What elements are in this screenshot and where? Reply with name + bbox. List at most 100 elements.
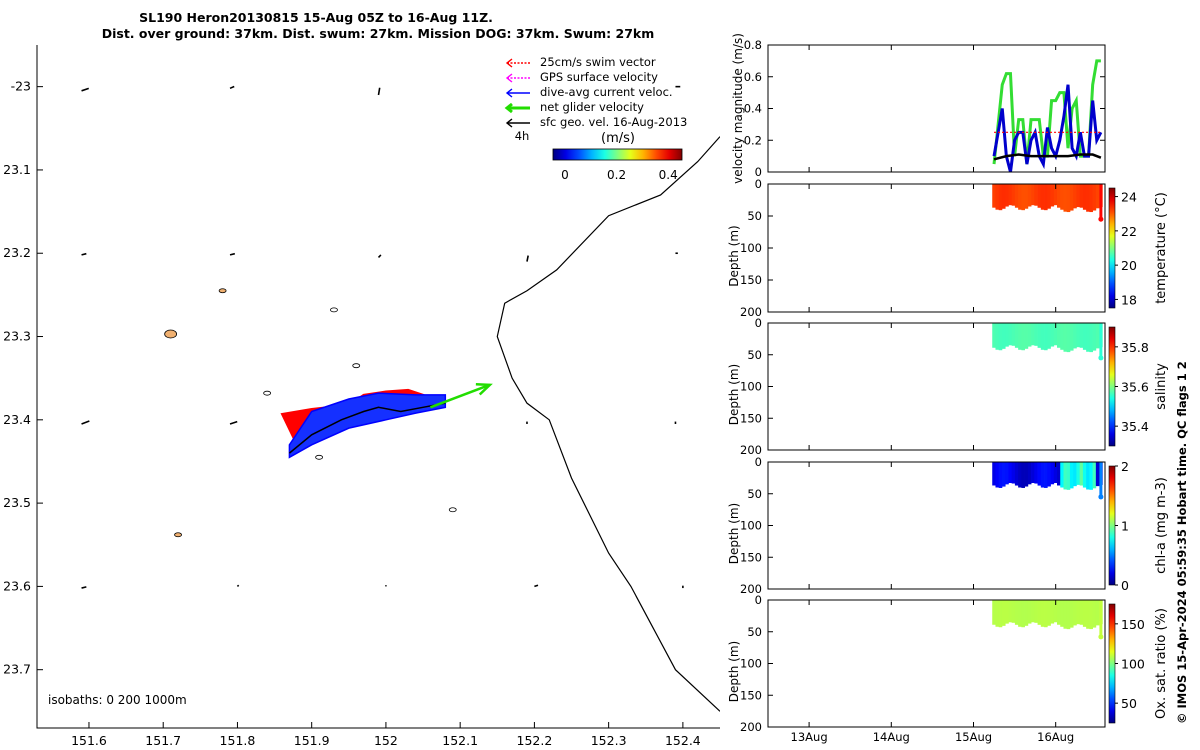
isobaths-label: isobaths: 0 200 1000m [48, 693, 187, 707]
salinity-colorbar [1108, 326, 1116, 447]
chl-a-colorbar-tick-label: 0 [1121, 578, 1129, 593]
oxygen-profile-column [1024, 600, 1029, 626]
reef-island [174, 532, 182, 538]
velocity-series-line [992, 84, 1103, 173]
salinity-profile-column [1063, 323, 1068, 352]
temperature-profile-column [1092, 184, 1097, 211]
oxygen-profile-column [1069, 600, 1074, 628]
temperature-colorbar-tick-label: 24 [1121, 190, 1137, 205]
legend-label: 25cm/s swim vector [540, 55, 656, 69]
map-x-tick-label: 151.9 [294, 733, 330, 748]
temperature-profile-column [1040, 184, 1045, 210]
chl-a-profile-column [1005, 462, 1009, 485]
reef-island [164, 329, 178, 339]
time-axis-tick-label: 13Aug [791, 730, 828, 744]
geo-velocity-vector [526, 255, 529, 262]
oxygen-profile-column [1082, 600, 1087, 627]
geo-velocity-vector [377, 254, 382, 258]
temperature-profile-column [992, 184, 996, 208]
oxygen-profile-column [998, 600, 1003, 628]
salinity-profile-column [1021, 323, 1025, 351]
velocity-series-line [993, 153, 1102, 161]
oxygen-profile-column [1034, 600, 1038, 623]
chl-a-profile-column [1011, 462, 1016, 484]
reef-island [263, 390, 272, 396]
reef-island [352, 363, 361, 369]
chl-a-colorbar-label: chl-a (mg m-3) [1154, 477, 1169, 574]
salinity-profile-column [998, 323, 1003, 351]
salinity-y-tick-label: 150 [740, 411, 762, 425]
chl-a-profile-column [1031, 462, 1035, 484]
temperature-profile-column [1005, 184, 1009, 207]
colorbar-tick-label: 0.4 [659, 168, 678, 182]
geo-velocity-vector [81, 586, 87, 589]
oxygen-profile-column [1066, 600, 1071, 630]
velocity-y-tick-label: 0.8 [744, 38, 762, 52]
chl-a-y-axis-label: Depth (m) [727, 503, 741, 564]
temperature-y-tick-label: 200 [740, 305, 762, 319]
chl-a-profile-column [1047, 462, 1051, 487]
legend-swatch-head [505, 88, 513, 98]
time-axis-tick-label: 15Aug [955, 730, 992, 744]
temperature-profile-column [1024, 184, 1029, 209]
salinity-profile-column [1079, 323, 1084, 348]
salinity-profile-column [1005, 323, 1009, 347]
salinity-colorbar-tick-label: 35.6 [1121, 380, 1149, 395]
chl-a-profile-column [1014, 462, 1019, 486]
chl-a-profile-column [1095, 462, 1100, 487]
oxygen-profile-column [1056, 600, 1061, 625]
chl-a-profile-column [1001, 462, 1006, 487]
map-y-tick-label: 23.5 [3, 495, 31, 510]
legend-swatch-head [504, 102, 513, 114]
velocity-y-tick-label: 0.4 [744, 102, 762, 116]
temperature-profile-column [1089, 184, 1093, 213]
temperature-profile-column [1069, 184, 1074, 211]
temperature-profile-column [1082, 184, 1087, 210]
map-x-tick-label: 151.8 [220, 733, 256, 748]
salinity-profile-column [1014, 323, 1019, 348]
oxygen-y-tick-label: 200 [740, 720, 762, 734]
geo-velocity-vector [229, 420, 238, 425]
temperature-profile-column [1008, 184, 1013, 206]
oxygen-profile-column [995, 600, 1000, 627]
temperature-profile-column [1076, 184, 1081, 208]
net-velocity-arrow [430, 383, 491, 409]
temperature-profile-column [1073, 184, 1077, 209]
oxygen-colorbar [1108, 603, 1116, 724]
geo-velocity-vector [81, 252, 87, 256]
temperature-profile-column [995, 184, 1000, 210]
temperature-colorbar-tick-label: 18 [1121, 292, 1137, 307]
chl-a-profile-column [1060, 462, 1064, 488]
oxygen-colorbar-tick-label: 50 [1121, 696, 1137, 711]
oxygen-last-profile-end [1098, 634, 1104, 640]
colorbar-tick-label: 0.2 [607, 168, 626, 182]
oxygen-panel: 0 50 100 150 200 Depth (m) 50 100 150 Ox. sat. ra… [727, 593, 1169, 734]
oxygen-profile-column [1040, 600, 1045, 627]
salinity-colorbar-tick-label: 35.8 [1121, 340, 1149, 355]
temperature-profile-column [1011, 184, 1016, 206]
salinity-panel: 0 50 100 150 200 Depth (m) 35.4 35.6 35.8 salinit… [727, 316, 1169, 457]
chl-a-profile-column [995, 462, 1000, 488]
time-axis-tick-label: 16Aug [1037, 730, 1074, 744]
colorbar-unit-label: (m/s) [601, 131, 635, 146]
reef-island [330, 307, 338, 313]
chl-a-panel: 0 50 100 150 200 Depth (m) 0 1 2 chl-a (mg m-3) [727, 455, 1169, 596]
chl-a-colorbar [1108, 465, 1116, 586]
temperature-colorbar [1108, 187, 1116, 309]
oxygen-profile-column [1060, 600, 1064, 627]
salinity-profile-column [1076, 323, 1081, 348]
temperature-colorbar-label: temperature (°C) [1154, 192, 1169, 304]
oxygen-profile-column [1095, 600, 1100, 626]
salinity-profile-column [1047, 323, 1051, 349]
chl-a-profile-column [1050, 462, 1055, 485]
oxygen-profile-column [1063, 600, 1068, 629]
salinity-profile-column [1082, 323, 1087, 350]
oxygen-y-tick-label: 50 [747, 625, 762, 639]
chl-a-profile-column [1027, 462, 1032, 485]
geo-velocity-vector [236, 584, 240, 587]
map-y-tick-label: 23.7 [3, 662, 31, 677]
temperature-profile-column [1086, 184, 1090, 212]
salinity-profile-column [1066, 323, 1071, 353]
chl-a-profile-column [1092, 462, 1097, 489]
